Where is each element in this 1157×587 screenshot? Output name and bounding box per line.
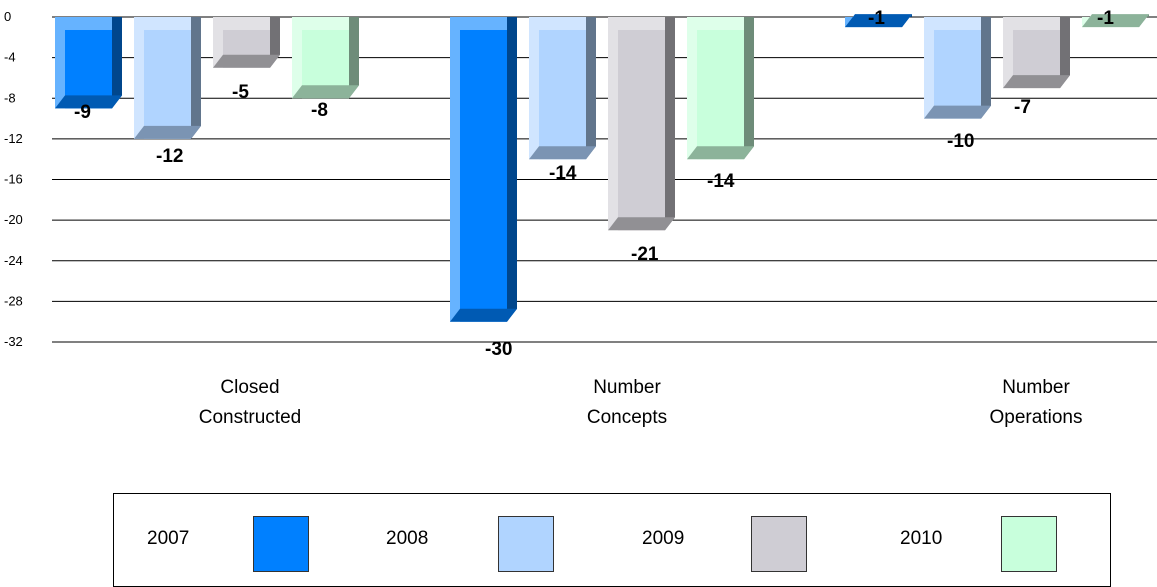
bar-2010-1-side xyxy=(744,17,754,160)
data-label: -1 xyxy=(868,8,885,29)
legend: 2007 2008 2009 2010 xyxy=(113,493,1111,587)
bar-2007-1-cap xyxy=(450,308,517,322)
bar-2007-0-side xyxy=(112,17,122,109)
y-tick-label: -4 xyxy=(4,50,16,65)
y-tick-label: -24 xyxy=(4,253,23,268)
bar-2010-1-cap xyxy=(687,146,754,160)
data-label: -5 xyxy=(232,82,249,103)
data-label: -1 xyxy=(1097,8,1114,29)
data-label: -9 xyxy=(74,102,91,123)
y-tick-label: -12 xyxy=(4,131,23,146)
category-label: Number xyxy=(593,377,661,398)
bar-2008-1-side xyxy=(586,17,596,160)
bar-2008-0-side xyxy=(191,17,201,139)
bar-2008-1-cap xyxy=(529,146,596,160)
category-label: Operations xyxy=(990,407,1083,428)
bar-2010-0-cap xyxy=(292,85,359,99)
y-tick-label: -32 xyxy=(4,334,23,349)
bar-2008-2 xyxy=(934,30,981,119)
bar-2009-2-side xyxy=(1060,17,1070,89)
bar-2008-2-side xyxy=(981,17,991,119)
data-label: -7 xyxy=(1014,97,1031,118)
category-label: Closed xyxy=(220,377,279,398)
bar-2007-2-cap xyxy=(845,14,912,28)
legend-swatch-2009 xyxy=(751,516,807,572)
legend-label-2010: 2010 xyxy=(900,528,943,549)
bar-2008-0-cap xyxy=(134,125,201,139)
bar-2008-1 xyxy=(539,30,586,160)
data-label: -12 xyxy=(156,146,183,167)
bar-2007-0-cap xyxy=(55,95,122,109)
data-label: -14 xyxy=(707,171,735,192)
legend-label-2009: 2009 xyxy=(642,528,685,549)
y-tick-label: -28 xyxy=(4,293,23,308)
category-label: Constructed xyxy=(199,407,301,428)
category-label: Concepts xyxy=(587,407,667,428)
y-tick-label: -8 xyxy=(4,90,16,105)
legend-label-2008: 2008 xyxy=(386,528,429,549)
bar-2007-0 xyxy=(65,30,112,109)
category-label: Number xyxy=(1002,377,1070,398)
bar-2010-0-side xyxy=(349,17,359,99)
y-tick-label: -16 xyxy=(4,172,23,187)
y-tick-label: 0 xyxy=(4,9,11,24)
y-tick-label: -20 xyxy=(4,212,23,227)
bar-2008-2-cap xyxy=(924,105,991,119)
data-label: -14 xyxy=(549,163,577,184)
bar-2007-1 xyxy=(460,30,507,322)
bar-2008-0 xyxy=(144,30,191,139)
bar-2009-2-cap xyxy=(1003,75,1070,89)
bar-2009-1-side xyxy=(665,17,675,231)
data-label: -10 xyxy=(947,131,974,152)
data-label: -30 xyxy=(485,339,512,360)
data-label: -21 xyxy=(631,244,659,265)
bar-2009-1 xyxy=(618,30,665,231)
legend-swatch-2008 xyxy=(498,516,554,572)
bar-chart: 0 -4 -8 -12 -16 -20 -24 -28 -32 -9 -12 -5 -8 -30 -14 -2… xyxy=(4,8,1157,428)
bar-2009-0-cap xyxy=(213,54,280,68)
bar-2007-1-side xyxy=(507,17,517,322)
legend-swatch-2007 xyxy=(253,516,309,572)
legend-label-2007: 2007 xyxy=(147,528,190,549)
legend-swatch-2010 xyxy=(1001,516,1057,572)
bar-2009-1-cap xyxy=(608,217,675,231)
data-label: -8 xyxy=(311,100,328,121)
bar-2010-1 xyxy=(697,30,744,160)
bar-2010-2-cap xyxy=(1082,14,1149,28)
